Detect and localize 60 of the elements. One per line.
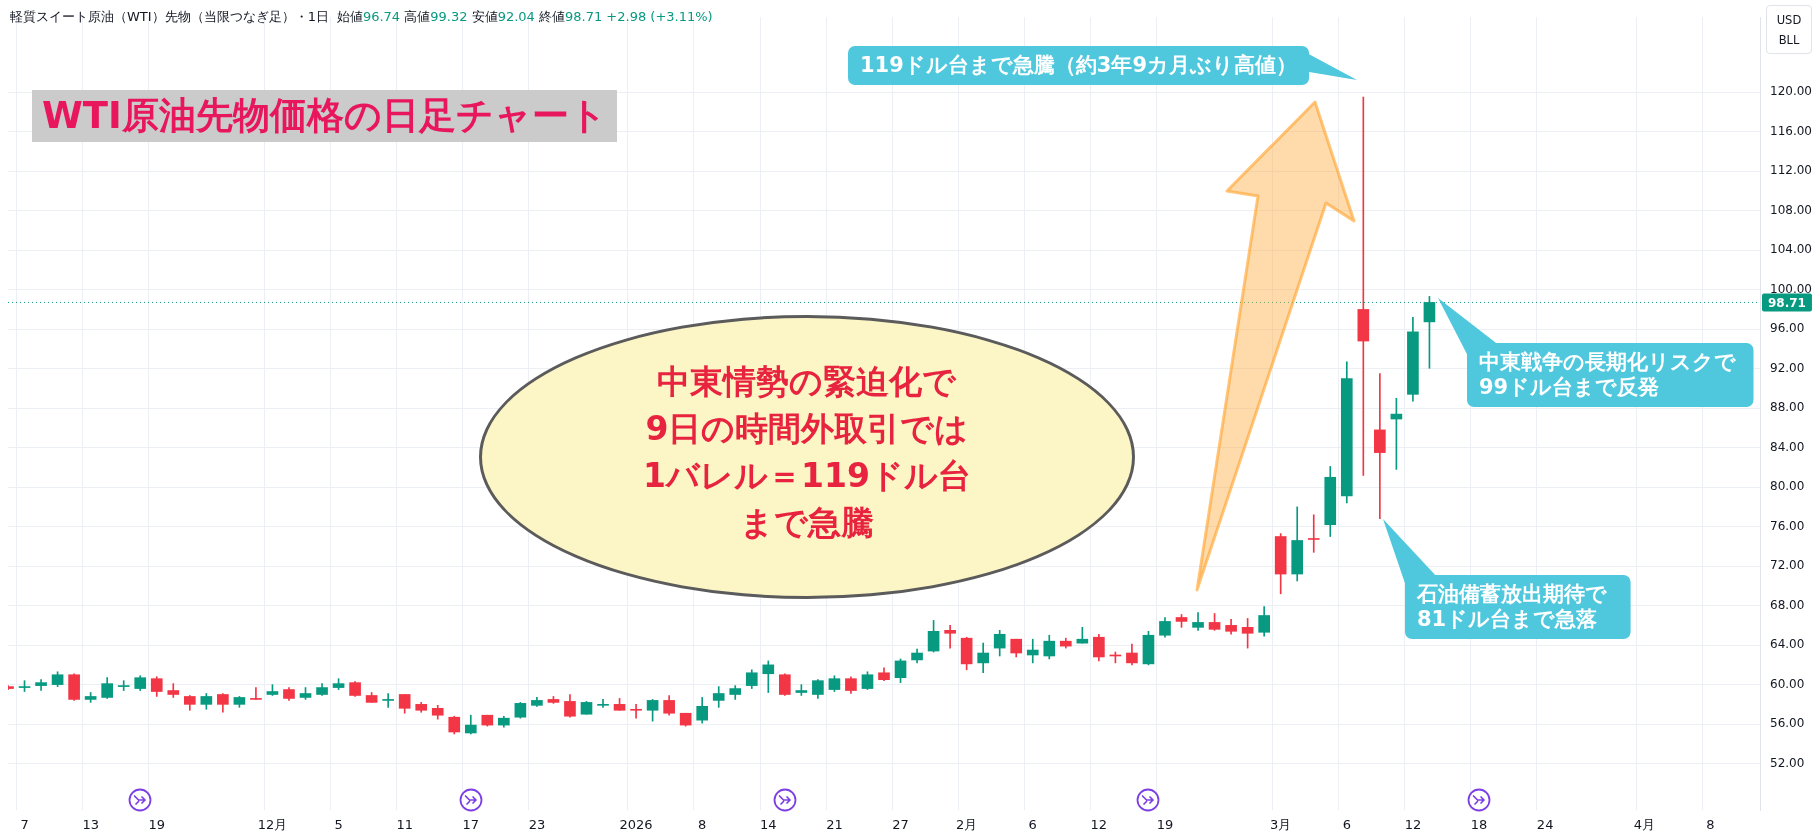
x-tick-label: 11 [396,817,413,833]
x-tick-label: 8 [698,817,707,833]
y-tick-label: 100.00 [1770,281,1812,296]
y-tick-label: 64.00 [1770,637,1805,652]
x-tick-label: 23 [528,817,546,833]
candlestick [1374,373,1386,520]
x-tick-label: 8 [1706,817,1715,833]
text: WTI原油先物価格の日足チャート [32,90,617,142]
candlestick [944,625,956,649]
y-tick-label: 104.00 [1770,242,1812,257]
y-tick-label: 84.00 [1770,439,1805,454]
x-tick-label: 6 [1342,817,1351,833]
y-tick-label: 52.00 [1770,755,1805,770]
y-tick-label: 60.00 [1770,676,1805,691]
x-tick-label: 17 [462,817,480,833]
y-tick-label: 80.00 [1770,479,1805,494]
candlestick [597,699,609,708]
x-tick-label: 27 [892,817,909,833]
x-tick-label: 2月 [956,817,978,833]
y-tick-label: 112.00 [1770,163,1812,178]
ref-line-label: 98.71 [1768,295,1806,310]
x-tick-label: 19 [1156,817,1174,833]
y-tick-label: 68.00 [1770,597,1805,612]
x-tick-label: 7 [20,817,29,833]
text: 始値96.74 高値99.32 安値92.04 終値98.71 +2.98 (+3.11%) [336,9,713,24]
y-tick-label: 108.00 [1770,202,1812,217]
x-tick-label: 14 [760,817,777,833]
x-tick-label: 21 [826,817,843,833]
x-tick-label: 12 [1404,817,1422,833]
annotation: 石油備蓄放出期待で81ドル台まで急落 [1405,575,1631,639]
x-tick-label: 19 [148,817,166,833]
y-tick-label: 56.00 [1770,716,1805,731]
x-tick-label: 12月 [257,817,288,833]
y-tick-label: 76.00 [1770,518,1805,533]
candlestick [1357,96,1370,476]
x-tick-label: 24 [1536,817,1554,833]
x-tick-label: 18 [1470,817,1488,833]
annotation: 中東情勢の緊迫化で9日の時間外取引では1バレル＝119ドル台まで急騰 [642,361,972,544]
candlestick [630,704,642,719]
y-tick-label: 88.00 [1770,400,1805,415]
candlestick [1026,638,1039,664]
x-tick-label: 2026 [619,817,653,833]
y-tick-label: 116.00 [1770,123,1812,138]
y-tick-label: 72.00 [1770,558,1805,573]
y-tick-label: 96.00 [1770,321,1805,336]
x-tick-label: 12 [1090,817,1108,833]
candlestick [250,687,262,700]
chart-subtitle: 軽質スイート原油（WTI）先物（当限つなぎ足）・1日 [10,9,329,24]
x-tick-label: 5 [334,817,343,833]
x-tick-label: 3月 [1270,817,1292,833]
candlestick [382,693,394,708]
y-tick-label: 120.00 [1770,84,1812,99]
candlestick [1307,514,1320,553]
x-tick-label: 6 [1028,817,1037,833]
candlestick [117,680,130,691]
annotation: 中東戦争の長期化リスクで99ドル台まで反発 [1467,343,1754,407]
y-tick-label: 92.00 [1770,360,1805,375]
x-tick-label: 4月 [1633,817,1655,833]
y-axis-title: USD BLL [1775,11,1803,49]
x-tick-label: 13 [82,817,99,833]
